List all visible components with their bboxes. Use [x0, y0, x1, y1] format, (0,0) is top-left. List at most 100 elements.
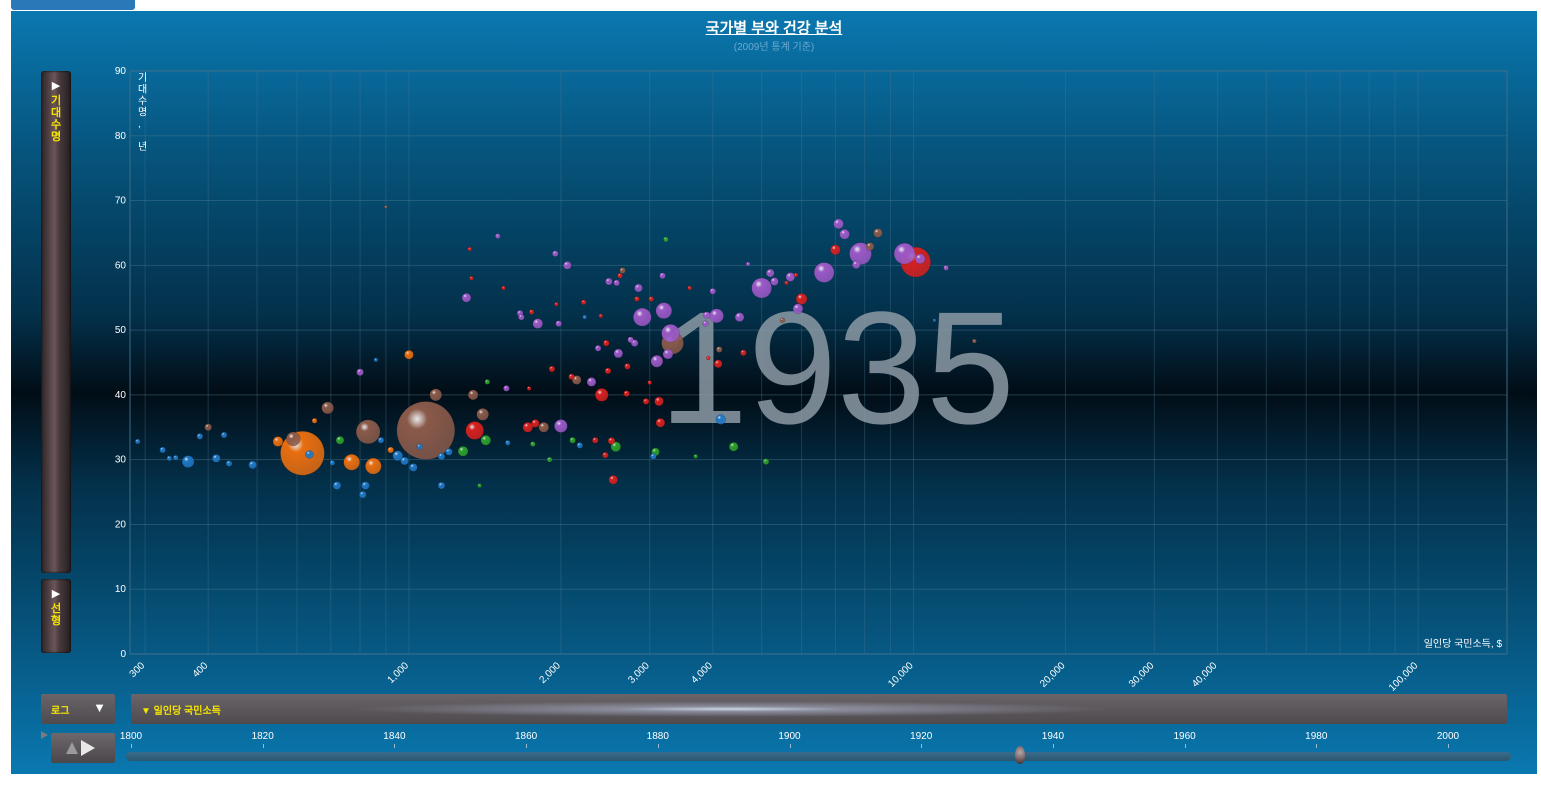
country-bubble[interactable] [392, 450, 403, 462]
country-bubble[interactable] [706, 355, 711, 361]
country-bubble[interactable] [602, 451, 609, 459]
country-bubble[interactable] [648, 296, 654, 302]
country-bubble[interactable] [204, 423, 212, 432]
country-bubble[interactable] [932, 318, 937, 323]
country-bubble[interactable] [661, 324, 680, 343]
country-bubble[interactable] [416, 443, 423, 450]
country-bubble[interactable] [461, 292, 472, 303]
country-bubble[interactable] [387, 446, 394, 454]
country-bubble[interactable] [784, 280, 789, 286]
country-bubble[interactable] [972, 338, 977, 344]
country-bubble[interactable] [762, 458, 770, 465]
country-bubble[interactable] [396, 401, 456, 460]
country-bubble[interactable] [634, 283, 643, 293]
country-bubble[interactable] [813, 262, 835, 283]
country-bubble[interactable] [914, 253, 926, 265]
country-bubble[interactable] [384, 205, 388, 209]
year-slider-track[interactable] [126, 752, 1511, 761]
country-bubble[interactable] [893, 242, 916, 265]
country-bubble[interactable] [528, 309, 535, 315]
country-bubble[interactable] [766, 268, 775, 278]
country-bubble[interactable] [627, 336, 634, 344]
country-bubble[interactable] [654, 396, 664, 407]
country-bubble[interactable] [873, 228, 883, 238]
country-bubble[interactable] [608, 474, 618, 485]
country-bubble[interactable] [634, 296, 640, 302]
country-bubble[interactable] [225, 460, 233, 467]
x-indicator-selector[interactable]: ▼ 일인당 국민소득 [131, 694, 1507, 724]
country-bubble[interactable] [211, 454, 221, 463]
country-bubble[interactable] [792, 303, 804, 314]
country-bubble[interactable] [604, 367, 612, 375]
country-bubble[interactable] [647, 380, 652, 385]
play-button[interactable] [51, 733, 115, 763]
country-bubble[interactable] [865, 242, 875, 251]
country-bubble[interactable] [373, 357, 379, 363]
country-bubble[interactable] [576, 442, 583, 449]
country-bubble[interactable] [623, 390, 630, 397]
country-bubble[interactable] [655, 417, 666, 428]
country-bubble[interactable] [702, 320, 709, 327]
country-bubble[interactable] [457, 445, 469, 457]
country-bubble[interactable] [839, 228, 850, 240]
country-bubble[interactable] [526, 386, 532, 391]
x-scale-selector[interactable]: 로그 ▼ [41, 694, 115, 724]
country-bubble[interactable] [400, 456, 409, 466]
country-bubble[interactable] [605, 277, 613, 286]
country-bubble[interactable] [404, 349, 414, 360]
country-bubble[interactable] [650, 354, 664, 368]
country-bubble[interactable] [655, 302, 673, 319]
country-bubble[interactable] [518, 313, 525, 321]
country-bubble[interactable] [445, 448, 453, 456]
country-bubble[interactable] [365, 457, 382, 475]
country-bubble[interactable] [437, 481, 446, 490]
country-bubble[interactable] [642, 398, 650, 405]
country-bubble[interactable] [409, 463, 418, 472]
country-bubble[interactable] [467, 389, 479, 401]
y-indicator-selector[interactable]: ▶ 기대수명 [41, 71, 71, 573]
country-bubble[interactable] [359, 490, 367, 499]
country-bubble[interactable] [305, 450, 314, 459]
country-bubble[interactable] [633, 307, 652, 327]
country-bubble[interactable] [343, 454, 360, 471]
country-bubble[interactable] [166, 455, 173, 462]
country-bubble[interactable] [538, 422, 550, 433]
top-tab[interactable] [11, 0, 135, 10]
country-bubble[interactable] [624, 363, 631, 370]
country-bubble[interactable] [531, 419, 540, 428]
country-bubble[interactable] [477, 483, 482, 488]
country-bubble[interactable] [751, 277, 772, 299]
country-bubble[interactable] [582, 314, 587, 320]
country-bubble[interactable] [476, 408, 489, 421]
country-bubble[interactable] [335, 435, 345, 445]
country-bubble[interactable] [501, 285, 506, 291]
country-bubble[interactable] [830, 244, 841, 256]
country-bubble[interactable] [181, 455, 195, 468]
country-bubble[interactable] [469, 276, 474, 281]
country-bubble[interactable] [546, 456, 553, 463]
country-bubble[interactable] [662, 348, 674, 360]
country-bubble[interactable] [702, 311, 711, 319]
country-bubble[interactable] [437, 452, 446, 461]
country-bubble[interactable] [785, 272, 796, 282]
country-bubble[interactable] [332, 481, 342, 490]
country-bubble[interactable] [503, 385, 510, 392]
country-bubble[interactable] [568, 373, 575, 381]
country-bubble[interactable] [248, 460, 257, 470]
country-bubble[interactable] [484, 379, 491, 385]
country-bubble[interactable] [355, 419, 381, 445]
country-bubble[interactable] [849, 242, 872, 265]
country-bubble[interactable] [554, 419, 568, 433]
country-bubble[interactable] [713, 359, 723, 369]
country-bubble[interactable] [586, 377, 597, 387]
country-bubble[interactable] [833, 218, 844, 230]
country-bubble[interactable] [594, 344, 602, 352]
country-bubble[interactable] [554, 301, 559, 307]
country-bubble[interactable] [709, 308, 724, 324]
country-bubble[interactable] [321, 401, 334, 415]
country-bubble[interactable] [617, 272, 623, 279]
country-bubble[interactable] [779, 317, 786, 324]
country-bubble[interactable] [311, 418, 318, 424]
country-bubble[interactable] [548, 365, 556, 373]
country-bubble[interactable] [610, 441, 622, 452]
